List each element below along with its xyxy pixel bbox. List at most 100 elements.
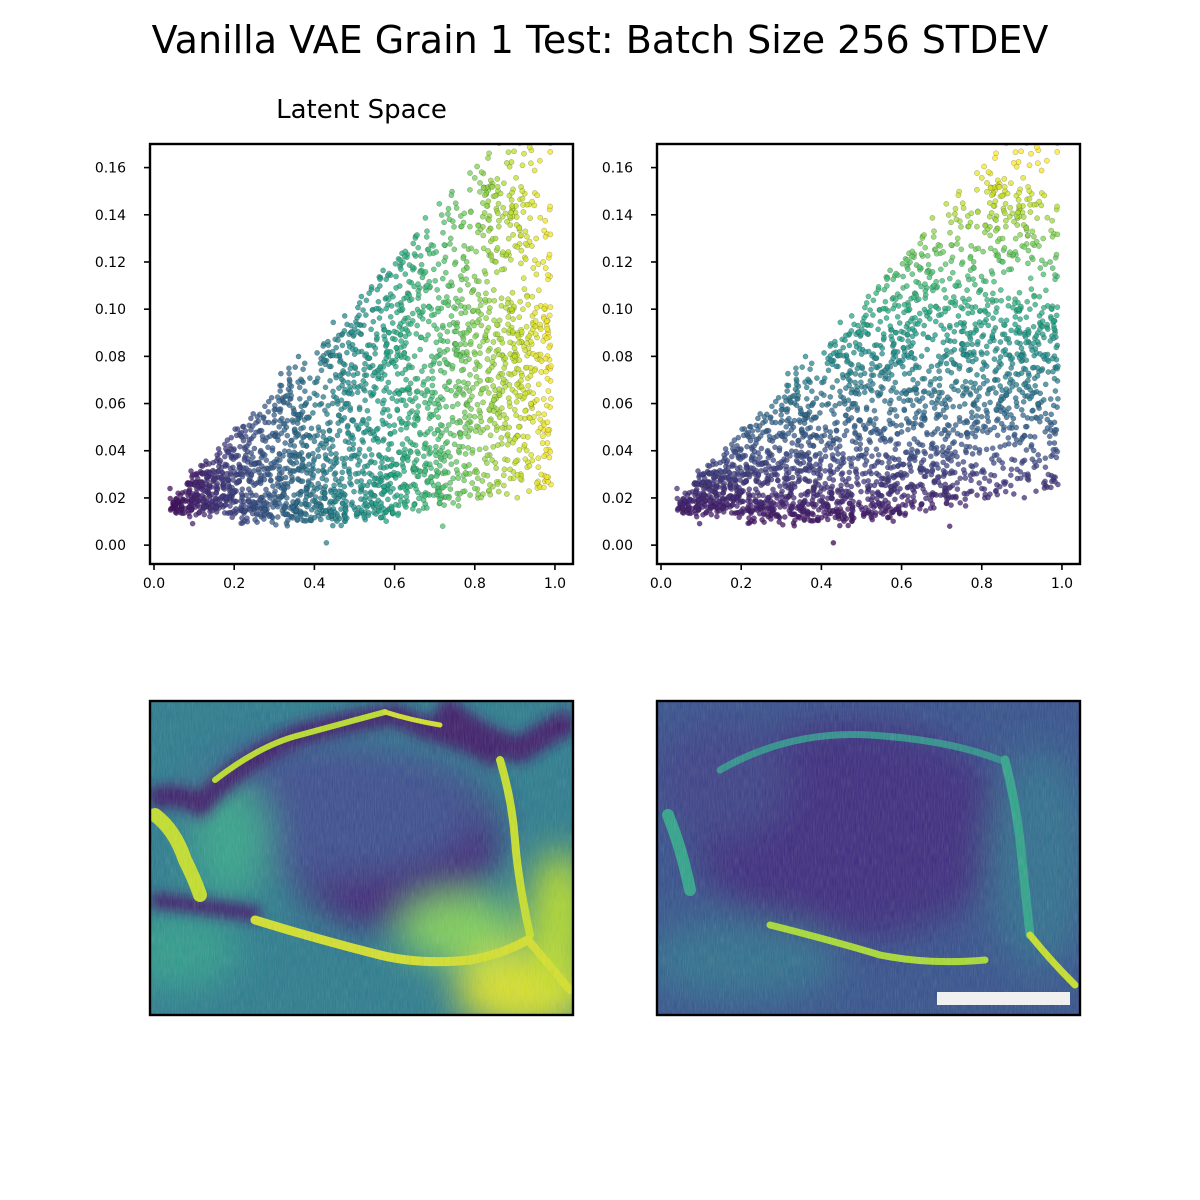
scatter-point xyxy=(377,276,383,283)
scatter-point xyxy=(417,468,424,475)
scatter-point xyxy=(342,513,348,520)
scatter-point xyxy=(405,314,411,321)
scatter-point xyxy=(356,312,362,319)
scatter-point xyxy=(453,466,460,473)
scatter-point xyxy=(942,308,949,315)
scatter-point xyxy=(1016,289,1023,296)
scatter-point xyxy=(415,507,422,514)
scatter-point xyxy=(511,406,518,413)
scatter-point xyxy=(887,421,894,428)
scatter-point xyxy=(793,370,799,377)
scatter-point xyxy=(962,378,969,385)
latent-scatter-plot-right: 0.0 0.2 0.4 0.6 0.8 1.00.000.020.040.060.080.… xyxy=(602,142,1082,592)
scatter-point xyxy=(411,353,418,359)
scatter-point xyxy=(900,273,906,280)
scatter-point xyxy=(873,446,880,453)
scatter-point xyxy=(1017,231,1023,238)
scatter-point xyxy=(1013,163,1020,170)
scatter-point xyxy=(355,329,362,335)
scatter-point xyxy=(1028,286,1035,292)
scatter-point xyxy=(337,358,343,365)
scatter-point xyxy=(543,446,550,453)
scatter-point xyxy=(438,212,445,218)
scatter-point xyxy=(276,450,283,457)
scatter-point xyxy=(448,192,455,198)
scatter-point xyxy=(441,502,447,508)
scatter-point xyxy=(347,407,354,414)
scatter-point xyxy=(290,499,296,505)
scatter-point xyxy=(486,150,492,157)
scatter-point xyxy=(422,468,429,475)
scatter-point xyxy=(495,374,502,380)
scatter-point xyxy=(241,457,248,463)
scatter-point xyxy=(523,447,530,454)
scatter-point xyxy=(327,498,334,505)
scatter-point xyxy=(900,501,906,508)
scatter-point xyxy=(523,323,530,330)
scatter-point xyxy=(239,471,245,478)
scatter-point xyxy=(539,86,544,91)
scatter-point xyxy=(748,508,755,514)
scatter-point xyxy=(984,296,991,303)
scatter-point xyxy=(1002,488,1009,495)
scatter-point xyxy=(997,396,1004,403)
scatter-point xyxy=(978,322,984,329)
scatter-point xyxy=(880,385,886,391)
scatter-point xyxy=(899,475,906,481)
scatter-point xyxy=(282,510,289,517)
scatter-point xyxy=(434,286,441,293)
scatter-point xyxy=(1029,347,1035,354)
scatter-point xyxy=(329,522,336,529)
scatter-point xyxy=(361,514,368,521)
scatter-point xyxy=(518,383,525,390)
scatter-point xyxy=(983,446,990,453)
scatter-point xyxy=(428,353,435,360)
scatter-point xyxy=(748,502,754,509)
scatter-point xyxy=(271,459,278,465)
scatter-point xyxy=(1053,251,1060,258)
scatter-point xyxy=(983,363,990,369)
scatter-point xyxy=(830,350,837,357)
scatter-point xyxy=(377,363,384,370)
scatter-point xyxy=(315,468,322,474)
scatter-point xyxy=(345,439,352,446)
scatter-point xyxy=(373,305,380,312)
scatter-point xyxy=(240,423,247,430)
scatter-point xyxy=(910,402,916,409)
scatter-point xyxy=(315,480,322,487)
scatter-point xyxy=(1039,331,1046,338)
scatter-point xyxy=(984,302,991,309)
scatter-point xyxy=(388,505,395,512)
scatter-point xyxy=(265,444,271,451)
scatter-point xyxy=(256,469,262,476)
scatter-point xyxy=(291,408,297,414)
scatter-point xyxy=(469,393,475,400)
scatter-point xyxy=(1033,462,1040,469)
scatter-point xyxy=(968,462,974,469)
scatter-point xyxy=(529,293,536,300)
scatter-point xyxy=(211,469,218,475)
scatter-point xyxy=(947,275,953,282)
scatter-point xyxy=(814,375,820,381)
scatter-point xyxy=(403,494,410,500)
scatter-point xyxy=(439,275,446,282)
scatter-point xyxy=(915,321,921,327)
scatter-point xyxy=(515,423,522,430)
scatter-point xyxy=(929,399,935,406)
scatter-point xyxy=(280,484,287,491)
scatter-point xyxy=(360,416,366,423)
scatter-point xyxy=(950,427,957,433)
scatter-point xyxy=(1051,440,1058,446)
scatter-point xyxy=(480,399,486,406)
scatter-point xyxy=(879,350,885,357)
scatter-point xyxy=(822,480,829,487)
scatter-point xyxy=(332,498,339,505)
scatter-point xyxy=(434,426,441,433)
scatter-point xyxy=(380,437,386,444)
scatter-point xyxy=(518,260,524,267)
scatter-point xyxy=(424,429,431,435)
scatter-point xyxy=(907,483,913,490)
scatter-point xyxy=(455,503,462,509)
scatter-point xyxy=(425,477,431,484)
scatter-point xyxy=(232,426,238,432)
